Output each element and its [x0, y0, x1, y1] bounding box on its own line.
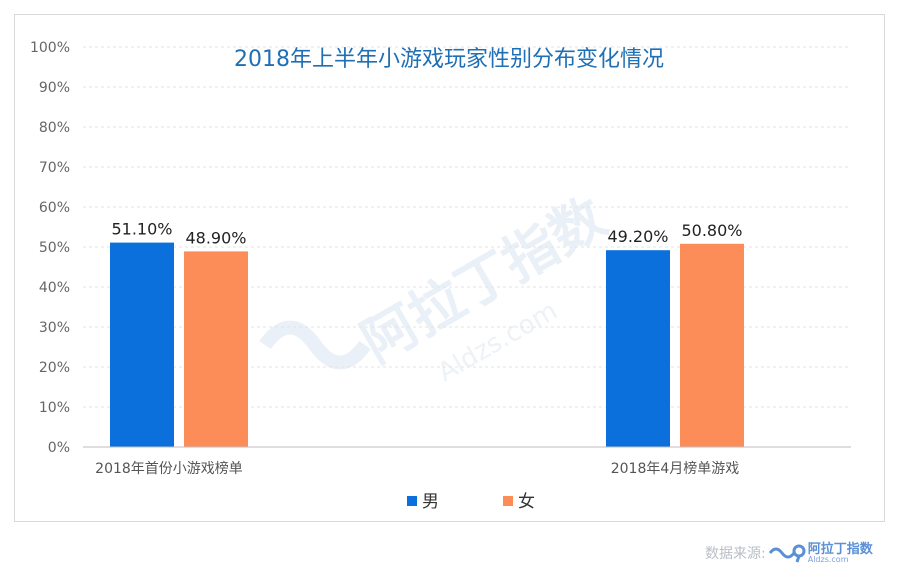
watermark-lamp-icon — [259, 320, 371, 370]
y-tick-label: 80% — [39, 120, 70, 136]
data-label: 51.10% — [111, 220, 172, 239]
source-logo-text: 阿拉丁指数 — [807, 541, 873, 557]
x-category-label: 2018年4月榜单游戏 — [611, 460, 740, 477]
y-tick-label: 30% — [39, 320, 70, 336]
x-category-label: 2018年首份小游戏榜单 — [95, 460, 243, 477]
y-tick-label: 90% — [39, 80, 70, 96]
y-tick-label: 10% — [39, 400, 70, 416]
bars: 51.10% 48.90% 49.20% 50.80% — [110, 220, 744, 447]
y-axis: 0% 10% 20% 30% 40% 50% 60% 70% 80% 90% 100% — [30, 40, 70, 456]
bar — [110, 242, 174, 447]
bar — [184, 251, 248, 447]
y-tick-label: 0% — [48, 440, 70, 456]
data-label: 49.20% — [607, 227, 668, 246]
legend-label: 女 — [518, 492, 535, 512]
y-tick-label: 60% — [39, 200, 70, 216]
chart-frame: 阿拉丁指数 Aldzs.com 0% 10% 20% 30% 40% 50% 60% 70% 80… — [14, 14, 885, 522]
legend: 男女 — [407, 492, 535, 512]
chart-title: 2018年上半年小游戏玩家性别分布变化情况 — [234, 47, 664, 72]
source-logo: 阿拉丁指数 Aldzs.com — [768, 543, 873, 564]
bar — [680, 243, 744, 447]
bar — [606, 250, 670, 447]
legend-swatch — [503, 496, 513, 506]
x-axis: 2018年首份小游戏榜单 2018年4月榜单游戏 — [83, 446, 851, 477]
source-label: 数据来源: — [705, 546, 766, 562]
data-label: 50.80% — [681, 221, 742, 240]
y-tick-label: 100% — [30, 40, 70, 56]
y-tick-label: 40% — [39, 280, 70, 296]
y-tick-label: 50% — [39, 240, 70, 256]
legend-swatch — [407, 496, 417, 506]
y-tick-label: 20% — [39, 360, 70, 376]
legend-label: 男 — [422, 492, 439, 512]
y-tick-label: 70% — [39, 160, 70, 176]
source-note: 数据来源: 阿拉丁指数 Aldzs.com — [705, 542, 873, 564]
source-logo-url: Aldzs.com — [807, 554, 849, 564]
aladdin-lamp-icon — [768, 544, 806, 563]
data-label: 48.90% — [185, 228, 246, 247]
